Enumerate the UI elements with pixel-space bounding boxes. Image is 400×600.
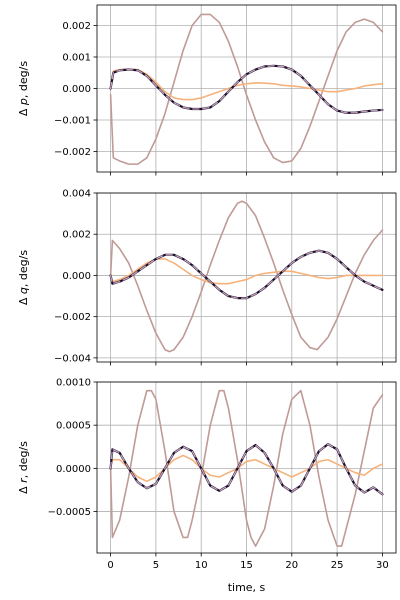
x-tick-label: 0 bbox=[107, 560, 113, 571]
y-tick-label: −0.0005 bbox=[48, 507, 91, 518]
x-tick-label: 25 bbox=[331, 560, 344, 571]
y-tick-label: 0.0010 bbox=[56, 378, 91, 389]
y-tick-label: 0.0005 bbox=[56, 421, 91, 432]
series-line-4 bbox=[109, 443, 384, 495]
y-tick-label: 0.002 bbox=[62, 230, 91, 241]
x-axis-label: time, s bbox=[228, 581, 266, 594]
series-line-1 bbox=[109, 389, 384, 547]
y-tick-label: 0.002 bbox=[62, 21, 91, 32]
y-tick-label: 0.000 bbox=[62, 271, 91, 282]
y-tick-label: −0.002 bbox=[54, 312, 91, 323]
panel-r: −0.0005 0.0000 0.0005 0.0010 0 5 10 15 20 25 30 Δ r… bbox=[17, 378, 397, 594]
x-tick-label: 5 bbox=[153, 560, 159, 571]
series-line-4 bbox=[109, 65, 384, 114]
y-tick-label: −0.002 bbox=[54, 147, 91, 158]
y-tick-label: 0.004 bbox=[62, 189, 91, 200]
x-tick-label: 10 bbox=[195, 560, 208, 571]
y-tick-label: 0.0000 bbox=[56, 464, 91, 475]
y-tick-label: 0.000 bbox=[62, 84, 91, 95]
y-axis-label: Δ p, deg/s bbox=[17, 61, 30, 116]
series-line-1 bbox=[109, 200, 384, 353]
panel-q: −0.004 −0.002 0.000 0.002 0.004 Δ q, deg/s bbox=[17, 189, 397, 366]
y-axis-label: Δ q, deg/s bbox=[17, 250, 30, 305]
x-tick-label: 30 bbox=[376, 560, 389, 571]
series-line-4 bbox=[109, 250, 384, 299]
y-tick-label: −0.001 bbox=[54, 116, 91, 127]
x-tick-label: 15 bbox=[240, 560, 253, 571]
series-line-2 bbox=[109, 68, 384, 101]
y-tick-label: −0.004 bbox=[54, 353, 91, 364]
y-tick-label: 0.001 bbox=[62, 52, 91, 63]
x-tick-label: 20 bbox=[285, 560, 298, 571]
series-line-1 bbox=[109, 13, 384, 165]
y-axis-label: Δ r, deg/s bbox=[17, 441, 30, 494]
series-line-2 bbox=[109, 454, 384, 483]
series-line-2 bbox=[109, 258, 384, 285]
panel-p: −0.002 −0.001 0.000 0.001 0.002 Δ p, deg/s bbox=[17, 4, 397, 176]
